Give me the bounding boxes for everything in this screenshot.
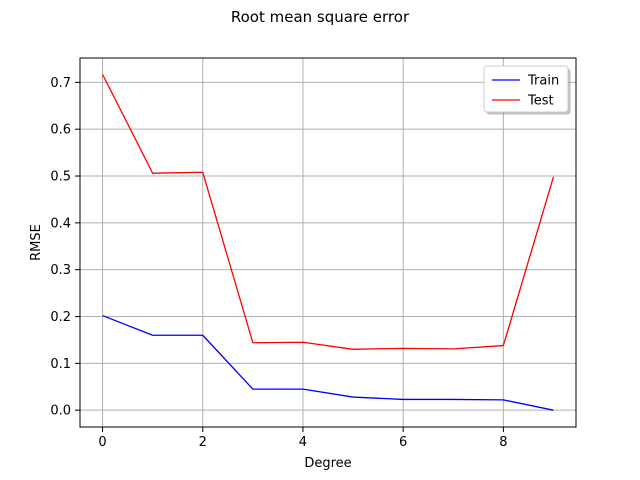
y-tick-label: 0.0 [50,404,71,419]
x-axis-label: Degree [304,456,351,471]
x-tick-label: 2 [199,435,207,450]
y-tick-label: 0.2 [50,310,71,325]
x-tick-label: 8 [499,435,507,450]
legend-label: Train [527,74,559,89]
y-tick-label: 0.5 [50,170,71,185]
grid-lines [80,58,576,427]
x-tick-label: 0 [98,435,106,450]
series-line-1 [101,74,555,350]
series-lines [101,74,555,411]
y-tick-label: 0.7 [50,76,71,91]
y-tick-label: 0.4 [50,216,71,231]
x-axis-ticks: 0 2 4 6 8 [98,427,507,450]
y-axis-ticks: 0.0 0.1 0.2 0.3 0.4 0.5 0.6 0.7 [50,76,80,419]
x-tick-label: 4 [299,435,307,450]
legend-label: Test [527,94,554,109]
chart-title: Root mean square error [231,8,410,26]
x-tick-label: 6 [399,435,407,450]
y-tick-label: 0.3 [50,263,71,278]
y-axis-label: RMSE [29,224,44,261]
legend: Train Test [483,65,571,115]
plot-area-frame [79,57,577,428]
series-line-0 [102,314,554,411]
y-tick-label: 0.1 [50,357,71,372]
y-tick-label: 0.6 [50,123,71,138]
